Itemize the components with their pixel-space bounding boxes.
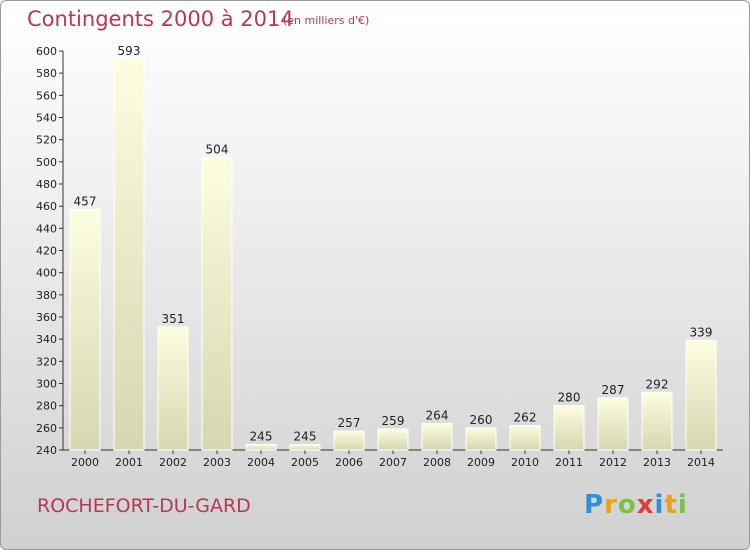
y-tick-label: 480 (36, 178, 57, 191)
data-label-2010: 262 (514, 411, 537, 425)
data-label-2013: 292 (646, 377, 669, 391)
x-tick-label: 2013 (643, 456, 671, 469)
x-tick-label: 2002 (159, 456, 187, 469)
bar-2009 (465, 427, 497, 451)
axes: 240 260 280 300 320 340 360 380 400 420 440 460 480 5… (36, 45, 723, 469)
data-label-2011: 280 (558, 391, 581, 405)
bar-2011 (553, 405, 585, 451)
y-tick-label: 580 (36, 67, 57, 80)
x-tick-label: 2003 (203, 456, 231, 469)
y-tick-label: 320 (36, 355, 57, 368)
x-tick-label: 2014 (687, 456, 715, 469)
x-tick-label: 2005 (291, 456, 319, 469)
y-tick-label: 520 (36, 134, 57, 147)
y-tick-label: 600 (36, 45, 57, 58)
logo-letter: i (677, 490, 688, 520)
y-tick-label: 420 (36, 245, 57, 258)
y-tick-label: 400 (36, 267, 57, 280)
data-label-2007: 259 (382, 414, 405, 428)
x-tick-label: 2008 (423, 456, 451, 469)
data-label-2003: 504 (206, 142, 229, 156)
bar-2007 (377, 428, 409, 451)
logo-letter: x (636, 490, 655, 520)
data-label-2014: 339 (690, 325, 713, 339)
x-tick-label: 2006 (335, 456, 363, 469)
proxiti-logo: Proxiti (584, 490, 688, 520)
y-tick-label: 540 (36, 112, 57, 125)
x-tick-label: 2012 (599, 456, 627, 469)
y-tick-label: 260 (36, 422, 57, 435)
bar-2014 (685, 339, 717, 451)
logo-letter: P (584, 490, 605, 520)
bar-2006 (333, 430, 365, 451)
y-tick-label: 440 (36, 222, 57, 235)
data-label-2005: 245 (294, 429, 317, 443)
bar-2012 (597, 397, 629, 451)
data-label-2000: 457 (74, 194, 97, 208)
bar-2005 (289, 443, 321, 451)
bar-2008 (421, 422, 453, 451)
bar-2013 (641, 391, 673, 451)
chart-subtitle: (en milliers d'€) (283, 14, 370, 27)
data-label-2008: 264 (426, 408, 449, 422)
logo-letter: o (617, 490, 637, 520)
x-tick-label: 2010 (511, 456, 539, 469)
data-labels: 457 593 351 504 245 245 257 259 264 260 262 280 287 2… (74, 44, 713, 444)
y-tick-label: 360 (36, 311, 57, 324)
logo-letter: i (654, 490, 665, 520)
y-tick-label: 560 (36, 89, 57, 102)
x-tick-label: 2000 (71, 456, 99, 469)
x-tick-label: 2009 (467, 456, 495, 469)
y-tick-label: 240 (36, 444, 57, 457)
y-tick-label: 300 (36, 378, 57, 391)
commune-name: ROCHEFORT-DU-GARD (37, 495, 251, 517)
x-tick-label: 2001 (115, 456, 143, 469)
x-tick-label: 2007 (379, 456, 407, 469)
data-label-2001: 593 (118, 44, 141, 58)
bar-2001 (113, 58, 145, 451)
y-tick-label: 280 (36, 400, 57, 413)
bar-2000 (69, 208, 101, 451)
bar-2010 (509, 425, 541, 451)
y-tick-label: 380 (36, 289, 57, 302)
data-label-2002: 351 (162, 312, 185, 326)
bar-2003 (201, 156, 233, 451)
logo-letter: r (604, 490, 618, 520)
x-tick-label: 2011 (555, 456, 583, 469)
data-label-2004: 245 (250, 429, 273, 443)
x-tick-label: 2004 (247, 456, 275, 469)
bar-2004 (245, 443, 277, 451)
data-label-2006: 257 (338, 416, 361, 430)
data-label-2012: 287 (602, 383, 625, 397)
logo-letter: t (664, 490, 678, 520)
bars (69, 58, 717, 451)
data-label-2009: 260 (470, 413, 493, 427)
y-tick-label: 500 (36, 156, 57, 169)
bar-2002 (157, 326, 189, 451)
y-tick-label: 460 (36, 200, 57, 213)
y-tick-label: 340 (36, 333, 57, 346)
chart-title: Contingents 2000 à 2014 (27, 7, 294, 31)
